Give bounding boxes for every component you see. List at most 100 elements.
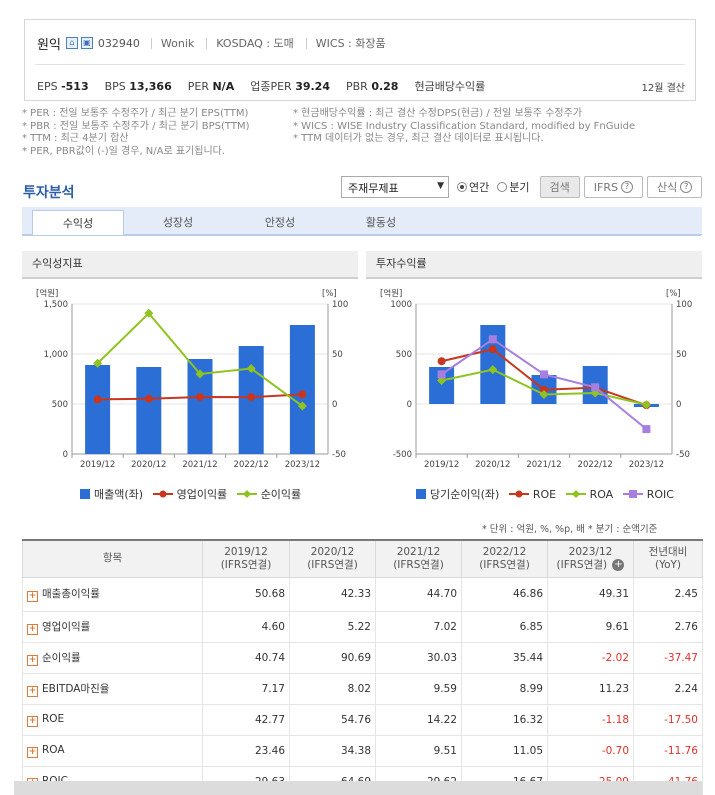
bar xyxy=(136,367,162,454)
company-english-name: Wonik xyxy=(150,37,203,49)
table-cell: 5.22 xyxy=(289,610,376,643)
left-tick-label: -500 xyxy=(393,450,412,460)
table-cell: 50.68 xyxy=(202,576,290,612)
right-tick-label: -50 xyxy=(332,450,346,460)
stat-industry-per: 업종PER 39.24 xyxy=(250,80,330,93)
expand-icon[interactable]: + xyxy=(27,715,38,727)
header-yoy: 전년대비 (YoY) xyxy=(633,539,703,578)
row-label[interactable]: + 영업이익률 xyxy=(22,610,203,643)
legend-item-sales: 매출액(좌) xyxy=(80,486,143,502)
right-tick-label: 100 xyxy=(676,300,692,310)
note-line: * PBR : 전일 보통주 수정주가 / 최근 분기 BPS(TTM) xyxy=(22,120,250,132)
home-icon[interactable]: ⌂ xyxy=(65,37,78,49)
expand-icon[interactable]: + xyxy=(27,746,38,758)
line-marker-icon xyxy=(623,490,644,498)
point xyxy=(641,400,651,410)
building-icon[interactable]: ▣ xyxy=(80,37,93,49)
table-cell: 42.33 xyxy=(289,576,376,612)
point xyxy=(144,394,153,403)
line-marker-icon xyxy=(566,490,587,498)
header-item: 항목 xyxy=(22,539,203,578)
table-cell: 4.60 xyxy=(202,610,290,643)
legend-profitability: 매출액(좌) 영업이익률 순이익률 xyxy=(80,486,311,502)
table-cell: 34.38 xyxy=(289,734,376,767)
line-marker-icon xyxy=(153,490,174,498)
table-row: + 순이익률 40.74 90.69 30.03 35.44 -2.02 -37.47 xyxy=(22,641,703,674)
point xyxy=(144,308,154,318)
table-cell: 54.76 xyxy=(289,703,376,736)
help-icon: ? xyxy=(620,181,633,193)
point xyxy=(591,383,600,392)
settlement-month: 12월 결산 xyxy=(641,82,685,94)
expand-icon[interactable]: + xyxy=(27,623,38,635)
right-unit-label: [%] xyxy=(322,289,337,299)
point xyxy=(93,395,102,404)
square-icon xyxy=(416,489,426,499)
right-tick-label: 100 xyxy=(332,300,348,310)
formula-help-button[interactable]: 산식? xyxy=(646,176,703,198)
expand-icon[interactable]: + xyxy=(27,591,38,602)
point xyxy=(196,392,204,401)
point xyxy=(437,370,446,379)
table-cell: 9.61 xyxy=(547,610,634,643)
right-tick-label: 50 xyxy=(332,350,343,360)
table-cell: -0.70 xyxy=(547,734,634,767)
x-tick-label: 2023/12 xyxy=(285,460,320,470)
unit-note: * 단위 : 억원, %, %p, 배 * 분기 : 순액기준 xyxy=(482,524,658,535)
point xyxy=(642,425,651,434)
left-tick-label: 1,000 xyxy=(44,350,68,360)
radio-annual[interactable]: 연간 xyxy=(457,179,489,195)
stat-per: PER N/A xyxy=(187,79,235,93)
tab-stability[interactable]: 안정성 xyxy=(264,216,296,229)
radio-quarter[interactable]: 분기 xyxy=(497,179,530,195)
left-unit-label: [억원] xyxy=(36,288,58,299)
note-line: * TTM : 최근 4분기 합산 xyxy=(22,133,129,144)
row-label[interactable]: + EBITDA마진율 xyxy=(22,672,203,705)
row-label[interactable]: + 매출총이익률 xyxy=(22,576,203,612)
table-cell: 7.02 xyxy=(375,610,462,643)
search-button[interactable]: 검색 xyxy=(539,176,580,198)
legend-item-roe: ROE xyxy=(509,488,556,501)
table-row: + EBITDA마진율 7.17 8.02 9.59 8.99 11.23 2.24 xyxy=(22,672,703,705)
point xyxy=(195,369,205,379)
expand-icon[interactable]: + xyxy=(612,558,625,571)
left-tick-label: 0 xyxy=(407,400,412,410)
table-cell: 40.74 xyxy=(202,641,290,674)
row-label[interactable]: + 순이익률 xyxy=(22,641,203,674)
tab-growth[interactable]: 성장성 xyxy=(162,216,194,229)
horizontal-scrollbar[interactable] xyxy=(14,781,702,795)
table-cell: 2.24 xyxy=(633,672,703,705)
table-cell: 6.85 xyxy=(461,610,548,643)
note-line: * PER, PBR값이 (-)일 경우, N/A로 표기됩니다. xyxy=(22,145,226,157)
wics-sector: WICS : 화장품 xyxy=(305,37,395,49)
left-unit-label: [억원] xyxy=(380,288,402,299)
legend-return: 당기순이익(좌) ROE ROA ROIC xyxy=(416,486,684,502)
line-marker-icon xyxy=(237,490,258,498)
row-label[interactable]: + ROE xyxy=(22,703,203,736)
table-cell: 9.59 xyxy=(375,672,462,705)
table-cell: 8.99 xyxy=(461,672,548,705)
table-cell: 14.22 xyxy=(375,703,462,736)
point xyxy=(247,393,256,402)
ifrs-help-button[interactable]: IFRS? xyxy=(583,176,643,198)
tab-activity[interactable]: 활동성 xyxy=(365,216,397,229)
right-unit-label: [%] xyxy=(666,289,681,299)
table-cell: 90.69 xyxy=(289,641,376,674)
x-tick-label: 2022/12 xyxy=(578,460,613,470)
statement-select[interactable]: 주재무제표 ▼ xyxy=(341,176,449,198)
divider xyxy=(35,64,685,65)
row-label[interactable]: + ROA xyxy=(22,734,203,767)
point xyxy=(93,358,103,368)
stat-dividend-yield: 현금배당수익률 xyxy=(414,80,486,93)
table-cell: -1.18 xyxy=(547,703,634,736)
tab-profitability[interactable]: 수익성 xyxy=(32,210,124,236)
expand-icon[interactable]: + xyxy=(27,685,38,697)
point xyxy=(540,370,548,379)
table-cell: -2.02 xyxy=(547,641,634,674)
expand-icon[interactable]: + xyxy=(27,654,38,666)
right-tick-label: 50 xyxy=(676,350,687,360)
x-tick-label: 2020/12 xyxy=(475,460,510,470)
note-line: * TTM 데이터가 없는 경우, 최근 결산 데이터로 표시됩니다. xyxy=(293,133,544,144)
x-tick-label: 2022/12 xyxy=(234,460,269,470)
